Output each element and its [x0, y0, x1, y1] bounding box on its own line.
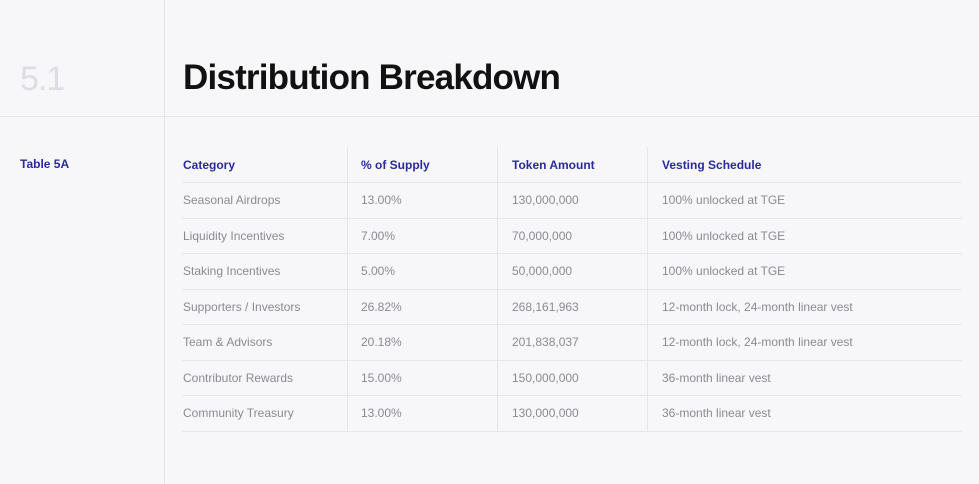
cell-vesting: 12-month lock, 24-month linear vest: [647, 325, 962, 360]
table-header-row: Category % of Supply Token Amount Vestin…: [182, 147, 962, 183]
cell-category: Staking Incentives: [183, 264, 281, 279]
cell-percent: 13.00%: [347, 396, 497, 431]
header-token-amount: Token Amount: [497, 147, 647, 182]
page-title: Distribution Breakdown: [183, 58, 561, 97]
header-category: Category: [183, 157, 236, 172]
table-label: Table 5A: [20, 157, 70, 171]
cell-percent: 20.18%: [347, 325, 497, 360]
cell-category: Supporters / Investors: [183, 299, 301, 314]
cell-vesting: 36-month linear vest: [647, 396, 962, 431]
cell-amount: 130,000,000: [497, 183, 647, 218]
cell-vesting: 36-month linear vest: [647, 360, 962, 395]
cell-vesting: 100% unlocked at TGE: [647, 218, 962, 253]
cell-percent: 15.00%: [347, 360, 497, 395]
cell-amount: 130,000,000: [497, 396, 647, 431]
table-row: Contributor Rewards 15.00% 150,000,000 3…: [182, 360, 962, 396]
table-row: Seasonal Airdrops 13.00% 130,000,000 100…: [182, 183, 962, 219]
table-row: Community Treasury 13.00% 130,000,000 36…: [182, 396, 962, 432]
cell-amount: 150,000,000: [497, 360, 647, 395]
cell-amount: 70,000,000: [497, 218, 647, 253]
cell-percent: 5.00%: [347, 254, 497, 289]
column-divider: [164, 0, 165, 484]
cell-amount: 268,161,963: [497, 289, 647, 324]
header-percent-supply: % of Supply: [347, 147, 497, 182]
cell-percent: 7.00%: [347, 218, 497, 253]
cell-vesting: 100% unlocked at TGE: [647, 183, 962, 218]
distribution-table: Category % of Supply Token Amount Vestin…: [182, 147, 962, 432]
table-row: Team & Advisors 20.18% 201,838,037 12-mo…: [182, 325, 962, 361]
header-divider: [0, 116, 979, 117]
cell-amount: 201,838,037: [497, 325, 647, 360]
cell-amount: 50,000,000: [497, 254, 647, 289]
header-vesting-schedule: Vesting Schedule: [647, 147, 962, 182]
table-row: Liquidity Incentives 7.00% 70,000,000 10…: [182, 218, 962, 254]
section-number: 5.1: [20, 60, 65, 98]
table-row: Staking Incentives 5.00% 50,000,000 100%…: [182, 254, 962, 290]
cell-vesting: 12-month lock, 24-month linear vest: [647, 289, 962, 324]
cell-percent: 13.00%: [347, 183, 497, 218]
cell-category: Community Treasury: [183, 406, 294, 421]
cell-category: Contributor Rewards: [183, 370, 294, 385]
cell-category: Liquidity Incentives: [183, 228, 285, 243]
cell-vesting: 100% unlocked at TGE: [647, 254, 962, 289]
table-row: Supporters / Investors 26.82% 268,161,96…: [182, 289, 962, 325]
cell-category: Seasonal Airdrops: [183, 193, 281, 208]
cell-category: Team & Advisors: [183, 335, 273, 350]
cell-percent: 26.82%: [347, 289, 497, 324]
